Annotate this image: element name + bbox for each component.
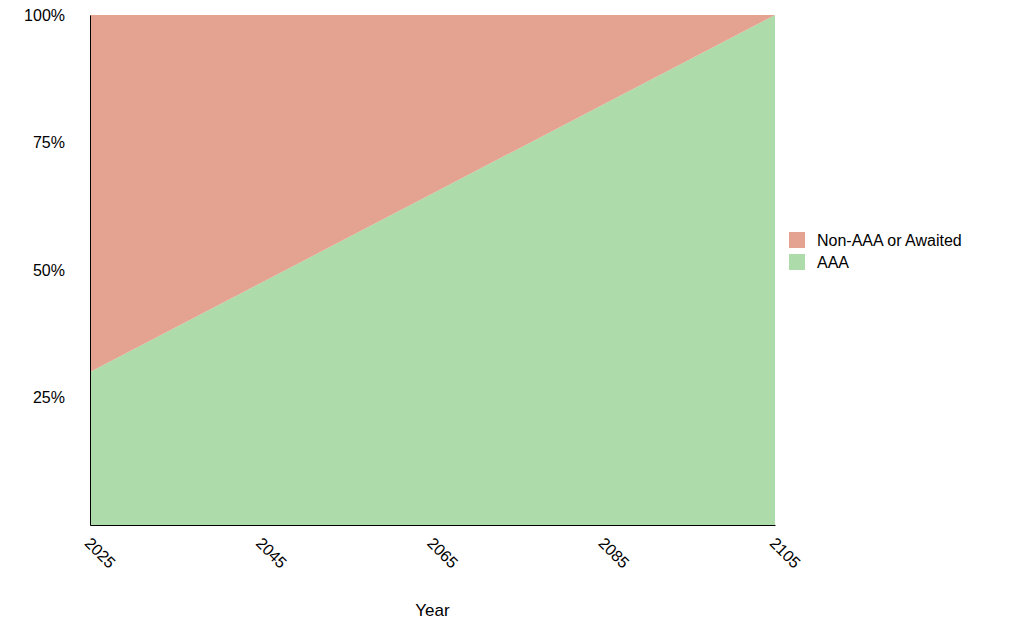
chart: 2025 2045 2065 2085 2105 25% 50% 75% 100% Year Non…: [0, 0, 1024, 629]
legend-swatch: [789, 254, 805, 270]
x-tick-label: 2085: [595, 534, 632, 571]
x-tick: 2025: [82, 525, 119, 571]
x-axis-line: [91, 525, 776, 526]
x-axis: 2025 2045 2065 2085 2105: [82, 525, 804, 571]
y-tick: 50%: [33, 262, 90, 279]
legend: Non-AAA or Awaited AAA: [789, 232, 962, 271]
legend-swatch: [789, 232, 805, 248]
plot: 2025 2045 2065 2085 2105 25% 50% 75% 100%: [24, 7, 804, 572]
x-tick: 2045: [253, 525, 290, 571]
legend-label: Non-AAA or Awaited: [817, 232, 962, 249]
y-tick: 75%: [33, 134, 90, 151]
x-tick-label: 2045: [253, 534, 290, 571]
x-tick: 2085: [595, 525, 632, 571]
x-tick: 2065: [424, 525, 461, 571]
y-axis-line: [90, 16, 91, 526]
y-tick-label: 100%: [24, 7, 65, 24]
y-tick-label: 50%: [33, 262, 65, 279]
x-tick-label: 2105: [767, 534, 804, 571]
x-tick-label: 2065: [424, 534, 461, 571]
areas: [90, 15, 775, 525]
x-tick: 2105: [767, 525, 804, 571]
x-axis-title: Year: [415, 601, 450, 620]
y-tick: 25%: [33, 389, 90, 406]
area-series: [90, 15, 775, 525]
y-axis: 25% 50% 75% 100%: [24, 7, 90, 526]
area-series: [90, 15, 775, 372]
x-tick-label: 2025: [82, 534, 119, 571]
y-tick-label: 25%: [33, 389, 65, 406]
y-tick: 100%: [24, 7, 90, 24]
y-tick-label: 75%: [33, 134, 65, 151]
legend-label: AAA: [817, 254, 849, 271]
